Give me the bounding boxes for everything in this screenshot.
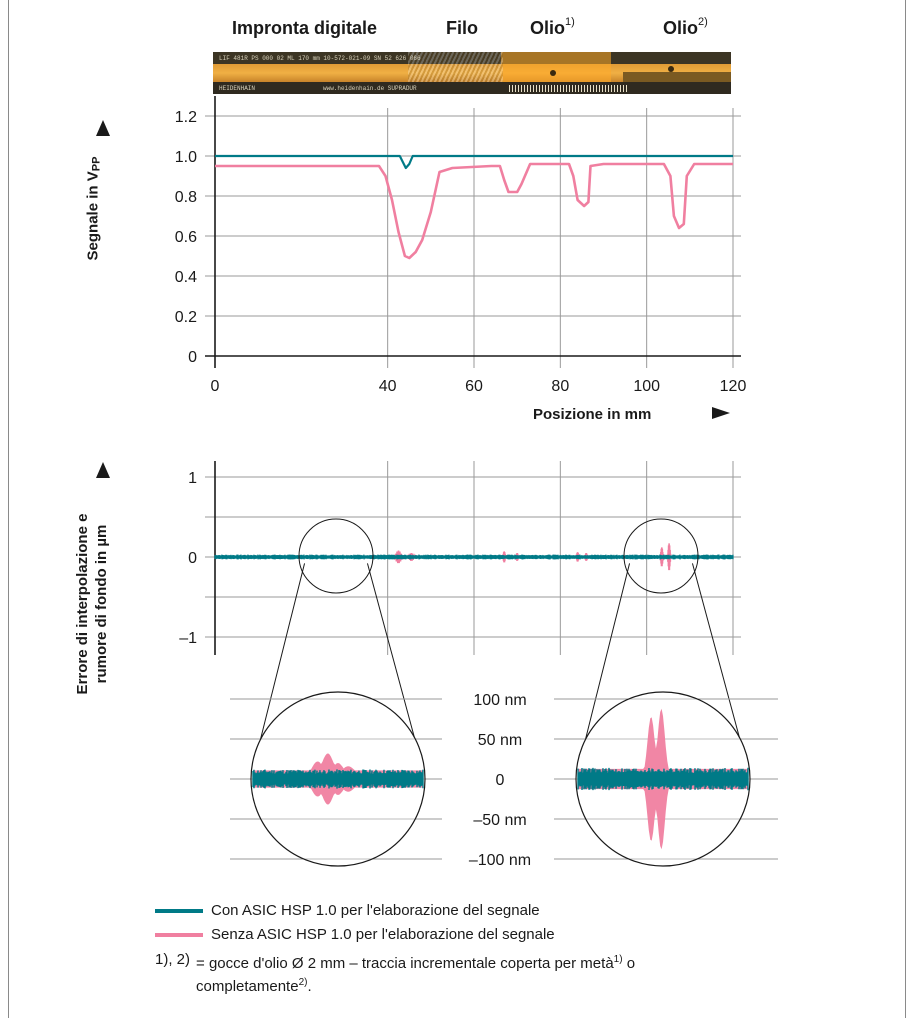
chart1-xtick-label: 100 <box>633 378 660 395</box>
chart2-ytick-label: 1 <box>188 470 197 487</box>
oil-drop-2 <box>668 66 674 72</box>
chart1-series-with-asic <box>215 154 733 170</box>
chart3-label-bg <box>442 766 554 792</box>
chart1: 0 0.2 0.4 0.6 0.8 1.0 1.2 0 40 60 80 100 120 <box>96 96 746 419</box>
chart2-series-with-asic <box>214 554 734 560</box>
chart1-xtick-label: 60 <box>465 378 483 395</box>
header-fingerprint: Impronta digitale <box>232 18 378 38</box>
chart3-ytick-label: 100 nm <box>473 692 526 709</box>
chart2: 1 0 –1 <box>96 461 741 655</box>
strip-oil-region <box>623 72 731 82</box>
chart2-burst-without-asic <box>666 543 673 571</box>
chart3-label-bg <box>442 806 554 832</box>
chart1-ytick-label: 1.2 <box>175 109 197 126</box>
zoom-teal-noise <box>577 767 749 791</box>
legend-label: Senza ASIC HSP 1.0 per l'elaborazione de… <box>211 926 555 943</box>
chart3-label-bg <box>442 686 554 712</box>
legend-swatch-teal <box>155 909 203 914</box>
strip-text-url: www.heidenhain.de SUPRADUR <box>323 85 417 92</box>
legend-swatch-pink <box>155 933 203 938</box>
chart1-xtick-label: 0 <box>211 378 220 395</box>
chart1-xtick-label: 40 <box>379 378 397 395</box>
frame-right <box>905 0 906 1018</box>
zoom-circle-2 <box>575 691 751 867</box>
strip-text-top: LIF 481R PS 000 02 ML 170 mm 10-572-021-… <box>219 55 421 62</box>
chart2-ylabel-arrow <box>96 462 110 478</box>
chart1-xlabel-arrow <box>712 407 730 419</box>
chart1-ytick-label: 0.2 <box>175 309 197 326</box>
oil-drop-1 <box>550 70 556 76</box>
chart1-xlabel: Posizione in mm <box>533 406 652 423</box>
header-oil-2: Olio2) <box>663 16 708 38</box>
chart1-xtick-label: 120 <box>720 378 747 395</box>
legend-item-with-asic: Con ASIC HSP 1.0 per l'elaborazione del … <box>155 902 540 919</box>
chart2-ytick-label: –1 <box>179 630 197 647</box>
chart1-series-without-asic <box>215 162 733 260</box>
strip-text-brand: HEIDENHAIN <box>219 85 256 92</box>
chart1-ytick-label: 0.6 <box>175 229 197 246</box>
zoom-teal-noise <box>252 769 424 789</box>
legend-label: Con ASIC HSP 1.0 per l'elaborazione del … <box>211 902 540 919</box>
chart1-ytick-label: 0.8 <box>175 189 197 206</box>
legend-item-without-asic: Senza ASIC HSP 1.0 per l'elaborazione de… <box>155 926 555 943</box>
chart1-ytick-label: 1.0 <box>175 149 197 166</box>
zoom-connector <box>252 563 306 771</box>
chart3-label-bg <box>442 846 554 872</box>
chart3-ytick-label: 0 <box>496 772 505 789</box>
chart3-ytick-label: –50 nm <box>473 812 526 829</box>
chart1-ylabel-arrow <box>96 120 110 136</box>
strip-barcode <box>509 85 629 92</box>
chart1-xtick-label: 80 <box>551 378 569 395</box>
zoom-source-circle-2 <box>623 518 699 594</box>
header-wire: Filo <box>446 18 478 38</box>
chart3-zoom: 100 nm 50 nm 0 –50 nm –100 nm <box>230 563 778 872</box>
scale-photo: LIF 481R PS 000 02 ML 170 mm 10-572-021-… <box>213 52 731 94</box>
footnote-prefix: 1), 2) <box>155 951 191 968</box>
zoom-connector <box>577 563 631 771</box>
chart3-label-bg <box>442 726 554 752</box>
footnote: 1), 2) = gocce d'olio Ø 2 mm – traccia i… <box>155 950 795 996</box>
chart3-ytick-label: –100 nm <box>469 852 531 869</box>
zoom-circle-1 <box>250 691 426 867</box>
zoom-source-circle-1 <box>298 518 374 594</box>
footnote-text: = gocce d'olio Ø 2 mm – traccia incremen… <box>196 954 636 995</box>
chart1-ytick-label: 0 <box>188 349 197 366</box>
chart1-ytick-label: 0.4 <box>175 269 197 286</box>
frame-left <box>8 0 9 1018</box>
chart3-ytick-label: 50 nm <box>478 732 522 749</box>
header-oil-1: Olio1) <box>530 16 575 38</box>
chart2-ytick-label: 0 <box>188 550 197 567</box>
